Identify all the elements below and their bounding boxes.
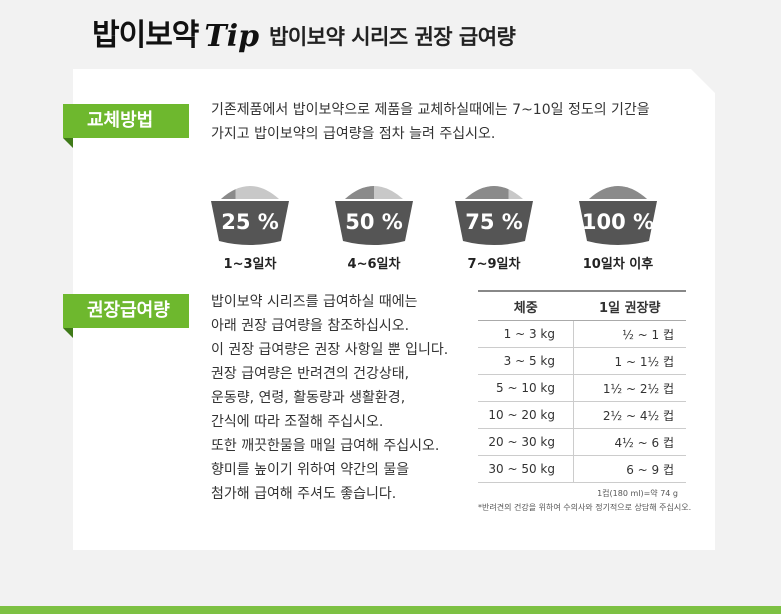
feeding-line: 간식에 따라 조절해 주십시오. bbox=[211, 414, 384, 430]
feeding-line: 첨가해 급여해 주셔도 좋습니다. bbox=[211, 486, 397, 502]
weight-cell: 5 ~ 10 kg bbox=[478, 374, 574, 402]
weight-cell: 30 ~ 50 kg bbox=[478, 455, 574, 483]
bowl-body bbox=[335, 201, 413, 245]
brand-title: 밥이보약 bbox=[92, 18, 199, 53]
table-row: 1 ~ 3 kg ½ ~ 1 컵 bbox=[478, 320, 686, 348]
amount-cell: 1 ~ 1½ 컵 bbox=[573, 347, 686, 375]
feeding-table: 체중 1일 권장량 1 ~ 3 kg ½ ~ 1 컵 3 ~ 5 kg 1 ~ 1½… bbox=[478, 290, 686, 483]
cup-conversion-note: 1컵(180 ml)=약 74 g bbox=[597, 489, 678, 498]
replacement-line: 가지고 밥이보약의 급여량을 점차 늘려 주십시오. bbox=[211, 126, 496, 142]
feeding-line: 향미를 높이기 위하여 약간의 물을 bbox=[211, 462, 410, 478]
feeding-line: 밥이보약 시리즈를 급여하실 때에는 bbox=[211, 294, 418, 310]
amount-cell: ½ ~ 1 컵 bbox=[573, 320, 686, 348]
bowl-step-3: 75 % 7~9일차 bbox=[451, 175, 537, 272]
section-label-replacement: 교체방법 bbox=[63, 104, 189, 148]
bowl-percent: 50 % bbox=[345, 210, 403, 234]
bowl-step-4: 100 % 10일차 이후 bbox=[575, 175, 661, 272]
replacement-description: 기존제품에서 밥이보약으로 제품을 교체하실때에는 7~10일 정도의 기간을 … bbox=[211, 98, 701, 146]
feeding-line: 이 권장 급여량은 권장 사항일 뿐 입니다. bbox=[211, 342, 449, 358]
food-bowl-icon: 100 % bbox=[579, 186, 657, 245]
bowl-percent: 25 % bbox=[221, 210, 279, 234]
table-row: 10 ~ 20 kg 2½ ~ 4½ 컵 bbox=[478, 401, 686, 429]
bowl-caption: 1~3일차 bbox=[223, 257, 277, 272]
table-header-row: 체중 1일 권장량 bbox=[478, 290, 686, 321]
table-row: 20 ~ 30 kg 4½ ~ 6 컵 bbox=[478, 428, 686, 456]
food-new-portion bbox=[345, 186, 374, 199]
bowl-caption: 4~6일차 bbox=[347, 257, 401, 272]
tip-title: Tip bbox=[204, 19, 260, 54]
bowl-percent: 100 % bbox=[582, 210, 654, 234]
header-daily-amount: 1일 권장량 bbox=[573, 290, 686, 321]
food-bowl-icon: 75 % bbox=[455, 186, 533, 245]
bowl-step-2: 50 % 4~6일차 bbox=[331, 175, 417, 272]
food-new-portion bbox=[221, 189, 236, 199]
feeding-line: 권장 급여량은 반려견의 건강상태, bbox=[211, 366, 410, 382]
bowl-percent: 75 % bbox=[465, 210, 523, 234]
table-row: 30 ~ 50 kg 6 ~ 9 컵 bbox=[478, 455, 686, 483]
replacement-line: 기존제품에서 밥이보약으로 제품을 교체하실때에는 7~10일 정도의 기간을 bbox=[211, 102, 650, 118]
amount-cell: 1½ ~ 2½ 컵 bbox=[573, 374, 686, 402]
amount-cell: 4½ ~ 6 컵 bbox=[573, 428, 686, 456]
food-new-portion bbox=[465, 186, 509, 199]
bowl-step-1: 25 % 1~3일차 bbox=[207, 175, 293, 272]
table-row: 5 ~ 10 kg 1½ ~ 2½ 컵 bbox=[478, 374, 686, 402]
bowl-body bbox=[211, 201, 289, 245]
header: 밥이보약 Tip 밥이보약 시리즈 권장 급여량 bbox=[92, 8, 516, 54]
section-label-recommended-amount: 권장급여량 bbox=[63, 294, 189, 338]
bowl-caption: 10일차 이후 bbox=[582, 257, 654, 272]
vet-consult-note: *반려견의 건강을 위하여 수의사와 정기적으로 상담해 주십시오. bbox=[478, 503, 692, 512]
bowl-caption: 7~9일차 bbox=[467, 257, 521, 272]
bowl-progress-row: 25 % 1~3일차 50 % 4~6일차 75 % 7~9일차 100 % 1… bbox=[205, 175, 685, 285]
feeding-line: 아래 권장 급여량을 참조하십시오. bbox=[211, 318, 410, 334]
bowl-body bbox=[455, 201, 533, 245]
amount-cell: 6 ~ 9 컵 bbox=[573, 455, 686, 483]
bottom-accent-line bbox=[0, 606, 781, 614]
header-weight: 체중 bbox=[478, 290, 574, 321]
feeding-line: 운동량, 연령, 활동량과 생활환경, bbox=[211, 390, 406, 406]
food-new-portion bbox=[589, 186, 647, 199]
weight-cell: 20 ~ 30 kg bbox=[478, 428, 574, 456]
food-bowl-icon: 25 % bbox=[211, 186, 289, 245]
weight-cell: 3 ~ 5 kg bbox=[478, 347, 574, 375]
food-bowl-icon: 50 % bbox=[335, 186, 413, 245]
feeding-line: 또한 깨끗한물을 매일 급여해 주십시오. bbox=[211, 438, 440, 454]
feeding-description: 밥이보약 시리즈를 급여하실 때에는 아래 권장 급여량을 참조하십시오. 이 … bbox=[211, 290, 471, 506]
page-subtitle: 밥이보약 시리즈 권장 급여량 bbox=[269, 25, 516, 49]
bowl-body bbox=[579, 201, 657, 245]
amount-cell: 2½ ~ 4½ 컵 bbox=[573, 401, 686, 429]
table-row: 3 ~ 5 kg 1 ~ 1½ 컵 bbox=[478, 347, 686, 375]
weight-cell: 10 ~ 20 kg bbox=[478, 401, 574, 429]
card-corner-fold bbox=[691, 69, 715, 93]
weight-cell: 1 ~ 3 kg bbox=[478, 320, 574, 348]
